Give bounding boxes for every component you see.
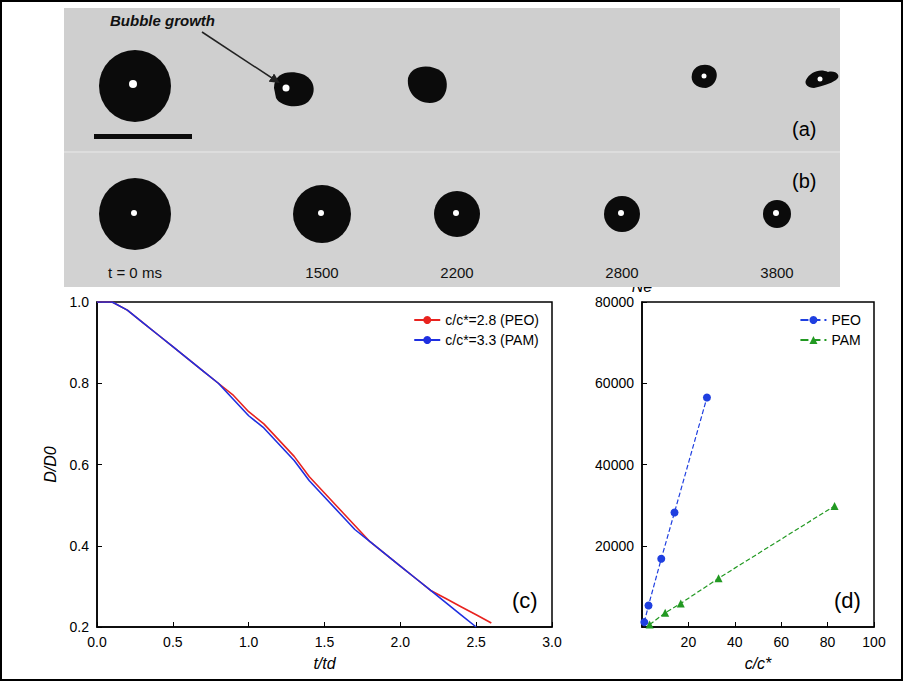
svg-text:2200: 2200	[440, 264, 473, 281]
svg-text:(a): (a)	[792, 118, 816, 140]
svg-text:60000: 60000	[595, 375, 634, 391]
svg-text:1.0: 1.0	[239, 634, 259, 650]
svg-text:PEO: PEO	[831, 312, 861, 328]
svg-text:0.2: 0.2	[70, 619, 90, 635]
svg-text:20000: 20000	[595, 538, 634, 554]
svg-text:40000: 40000	[595, 457, 634, 473]
svg-text:1.5: 1.5	[315, 634, 335, 650]
svg-text:20: 20	[681, 634, 697, 650]
svg-text:2.0: 2.0	[391, 634, 411, 650]
svg-text:2.5: 2.5	[466, 634, 486, 650]
svg-text:t/td: t/td	[313, 655, 336, 672]
svg-text:D/D0: D/D0	[42, 446, 59, 483]
svg-text:1500: 1500	[305, 264, 338, 281]
svg-text:PAM: PAM	[831, 332, 860, 348]
svg-text:0.5: 0.5	[163, 634, 183, 650]
svg-text:Bubble growth: Bubble growth	[110, 12, 215, 29]
svg-text:0.6: 0.6	[70, 457, 90, 473]
svg-text:c/c*: c/c*	[745, 655, 772, 672]
svg-text:40: 40	[727, 634, 743, 650]
svg-text:3.0: 3.0	[542, 634, 562, 650]
svg-text:(d): (d)	[834, 588, 861, 613]
svg-text:(c): (c)	[512, 588, 538, 613]
svg-text:(b): (b)	[792, 170, 816, 192]
svg-text:80000: 80000	[595, 294, 634, 310]
svg-text:3800: 3800	[760, 264, 793, 281]
svg-text:0.4: 0.4	[70, 538, 90, 554]
svg-text:0.8: 0.8	[70, 375, 90, 391]
svg-text:c/c*=3.3 (PAM): c/c*=3.3 (PAM)	[445, 332, 539, 348]
svg-text:0.0: 0.0	[87, 634, 107, 650]
svg-text:100: 100	[862, 634, 886, 650]
svg-text:2800: 2800	[605, 264, 638, 281]
svg-text:c/c*=2.8 (PEO): c/c*=2.8 (PEO)	[445, 312, 539, 328]
svg-text:1.0: 1.0	[70, 294, 90, 310]
svg-text:t = 0 ms: t = 0 ms	[108, 264, 162, 281]
svg-text:60: 60	[773, 634, 789, 650]
svg-text:80: 80	[820, 634, 836, 650]
